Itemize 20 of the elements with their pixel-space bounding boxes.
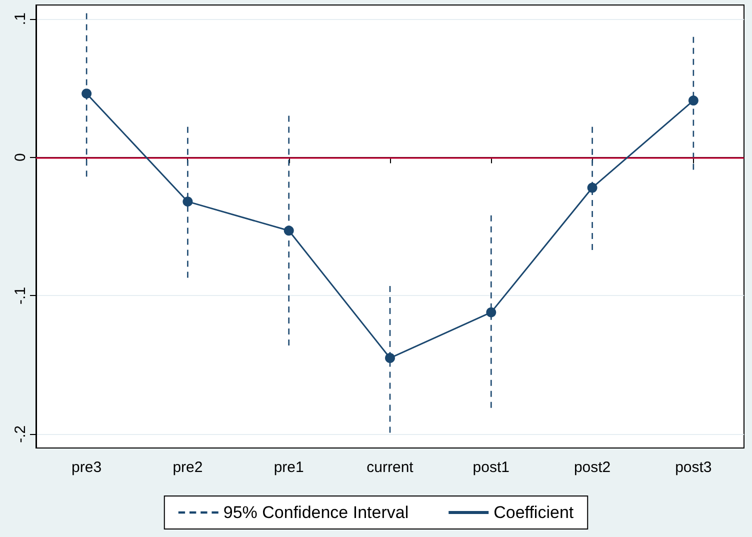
y-tick-label: -.1 (12, 286, 29, 304)
x-tick-label: current (366, 459, 414, 476)
x-tick-label: post1 (472, 459, 510, 476)
x-tick-label: pre2 (172, 459, 203, 476)
point (587, 182, 598, 193)
point (688, 96, 698, 106)
point (182, 196, 193, 207)
point (284, 226, 294, 236)
y-tick-label: -.2 (12, 425, 29, 443)
legend-label: Coefficient (494, 503, 574, 522)
x-tick-label: post3 (675, 459, 712, 476)
point (82, 88, 92, 99)
point (486, 307, 496, 318)
text: 95% Confidence Interval (223, 503, 409, 522)
x-tick-label: pre3 (72, 459, 102, 476)
point (385, 353, 395, 364)
y-tick-label: 0 (12, 153, 29, 162)
x-tick-label: pre1 (274, 459, 304, 476)
x-tick-label: post2 (574, 459, 611, 476)
y-tick-label: .1 (12, 12, 29, 26)
